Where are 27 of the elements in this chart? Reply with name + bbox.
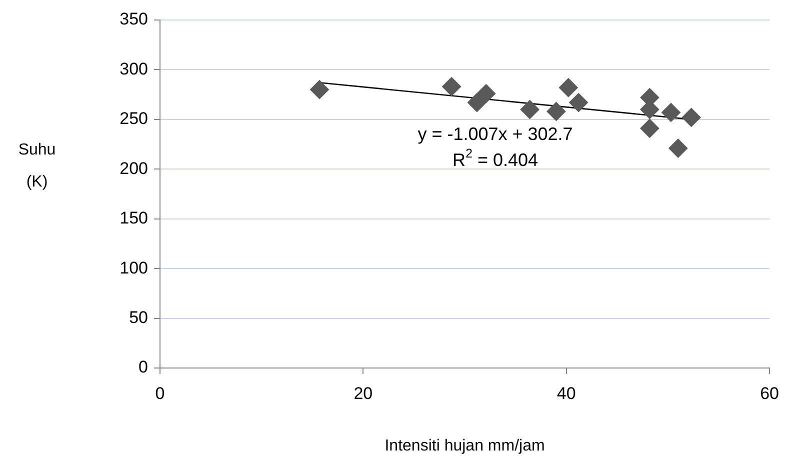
point: [476, 84, 496, 104]
annotation: y = -1.007x + 302.7: [418, 124, 573, 144]
y-tick-label: 200: [120, 158, 148, 178]
point: [467, 93, 486, 112]
point: [668, 138, 688, 158]
y-tick-label: 0: [138, 358, 148, 377]
y-tick-label: 150: [120, 208, 148, 228]
x-tick-label: 20: [354, 384, 373, 403]
y-tick-label: 250: [120, 109, 148, 128]
x-tick-label: 40: [556, 384, 576, 403]
y-axis-title: Suhu (K): [18, 141, 56, 190]
x-tick-label: 0: [155, 384, 165, 403]
point: [682, 108, 701, 127]
y-tick-label: 300: [120, 59, 148, 78]
point: [546, 102, 566, 121]
point: [569, 93, 588, 112]
point: [662, 102, 680, 122]
y-tick-label: 350: [120, 10, 148, 29]
point: [310, 80, 329, 100]
point: [442, 77, 462, 96]
x-tick-label: 60: [760, 384, 780, 403]
point: [520, 100, 540, 119]
point: [640, 118, 660, 138]
x-axis-title: Intensiti hujan mm/jam: [384, 437, 545, 454]
point: [558, 78, 578, 98]
y-tick-label: 100: [120, 258, 148, 278]
y-tick-label: 50: [129, 308, 148, 327]
